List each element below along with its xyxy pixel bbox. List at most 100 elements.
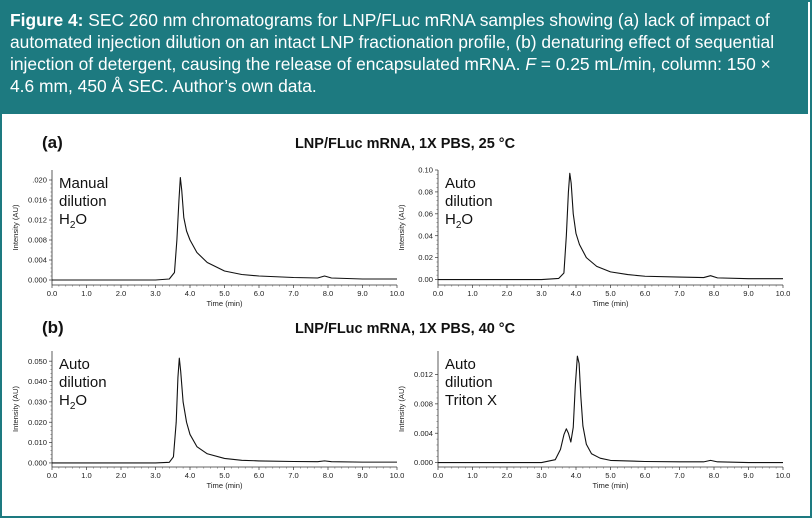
x-tick-label: 6.0 <box>640 289 651 298</box>
chart-panel-3: 0.0 1.0 2.0 3.0 4.0 5.0 6.0 7.0 8.0 9.0 10.0 0.000 0… <box>11 351 404 490</box>
caption-flow-symbol: F <box>525 54 536 74</box>
y-tick-label: 0.000 <box>28 276 47 285</box>
x-tick-label: 7.0 <box>288 471 299 480</box>
y-tick-label: 0.008 <box>28 236 47 245</box>
y-tick-label: .020 <box>32 176 47 185</box>
x-tick-label: 9.0 <box>357 471 368 480</box>
panel-annotation-line: Auto <box>445 356 476 373</box>
y-tick-label: 0.08 <box>418 188 433 197</box>
panel-annotation-line: Auto <box>59 356 90 373</box>
x-tick-label: 0.0 <box>47 471 58 480</box>
x-tick-label: 0.0 <box>433 289 444 298</box>
y-tick-label: 0.004 <box>414 429 433 438</box>
chromatogram-trace <box>438 355 783 464</box>
y-tick-label: 0.050 <box>28 357 47 366</box>
x-tick-label: 6.0 <box>254 289 265 298</box>
x-tick-label: 10.0 <box>776 471 791 480</box>
y-tick-label: 0.012 <box>28 216 47 225</box>
x-tick-label: 3.0 <box>150 471 161 480</box>
x-tick-label: 2.0 <box>116 471 127 480</box>
x-tick-label: 2.0 <box>502 289 513 298</box>
chart-panel-2: 0.0 1.0 2.0 3.0 4.0 5.0 6.0 7.0 8.0 9.0 10.0 0.00 0.… <box>397 166 790 308</box>
chart-panel-4: 0.0 1.0 2.0 3.0 4.0 5.0 6.0 7.0 8.0 9.0 10.0 0.000 0… <box>397 351 790 490</box>
x-tick-label: 8.0 <box>709 471 720 480</box>
row-b-label: (b) <box>42 318 64 337</box>
x-tick-label: 0.0 <box>433 471 444 480</box>
x-tick-label: 9.0 <box>743 471 754 480</box>
x-tick-label: 7.0 <box>288 289 299 298</box>
x-tick-label: 10.0 <box>776 289 791 298</box>
row-a-title: LNP/FLuc mRNA, 1X PBS, 25 °C <box>295 136 516 152</box>
y-tick-label: 0.000 <box>28 459 47 468</box>
y-axis-label: Intensity (AU) <box>397 204 406 250</box>
x-tick-label: 9.0 <box>357 289 368 298</box>
x-axis-label: Time (min) <box>593 299 629 308</box>
y-tick-label: 0.00 <box>418 275 433 284</box>
caption-text-a: SEC 260 nm chromatograms for LNP/FLuc mR… <box>10 10 775 74</box>
panel-annotation-line: dilution <box>445 374 493 391</box>
x-tick-label: 4.0 <box>185 471 196 480</box>
y-axis-label: Intensity (AU) <box>11 386 20 432</box>
x-tick-label: 5.0 <box>219 471 230 480</box>
chromatogram-trace <box>52 176 397 281</box>
x-tick-label: 3.0 <box>536 289 547 298</box>
y-tick-label: 0.012 <box>414 370 433 379</box>
caption-text-b: = 0.25 mL/min, column: 150 × 4.6 mm, 450… <box>10 54 771 96</box>
figure-label: Figure 4: <box>10 10 84 30</box>
row-b-title: LNP/FLuc mRNA, 1X PBS, 40 °C <box>295 321 516 337</box>
x-tick-label: 3.0 <box>150 289 161 298</box>
x-tick-label: 6.0 <box>254 471 265 480</box>
y-tick-label: 0.04 <box>418 231 433 240</box>
x-tick-label: 9.0 <box>743 289 754 298</box>
x-tick-label: 1.0 <box>81 289 92 298</box>
x-tick-label: 7.0 <box>674 289 685 298</box>
x-tick-label: 4.0 <box>185 289 196 298</box>
x-tick-label: 4.0 <box>571 471 582 480</box>
y-tick-label: 0.010 <box>28 438 47 447</box>
panel-annotation-line: H2O <box>59 392 87 412</box>
x-tick-label: 10.0 <box>390 471 405 480</box>
x-tick-label: 2.0 <box>502 471 513 480</box>
x-tick-label: 10.0 <box>390 289 405 298</box>
chromatogram-trace <box>52 357 397 464</box>
chromatogram-trace <box>438 172 783 281</box>
x-axis-label: Time (min) <box>207 481 243 490</box>
panel-annotation-line: dilution <box>445 193 493 210</box>
x-tick-label: 2.0 <box>116 289 127 298</box>
x-tick-label: 0.0 <box>47 289 58 298</box>
y-tick-label: 0.008 <box>414 399 433 408</box>
panel-annotation-line: dilution <box>59 193 107 210</box>
y-axis-label: Intensity (AU) <box>397 386 406 432</box>
y-tick-label: 0.06 <box>418 209 433 218</box>
chart-panel-1: 0.0 1.0 2.0 3.0 4.0 5.0 6.0 7.0 8.0 9.0 10.0 0.000 0… <box>11 170 404 308</box>
x-tick-label: 7.0 <box>674 471 685 480</box>
y-tick-label: 0.020 <box>28 418 47 427</box>
x-tick-label: 5.0 <box>219 289 230 298</box>
x-tick-label: 8.0 <box>709 289 720 298</box>
y-axis-label: Intensity (AU) <box>11 204 20 250</box>
x-tick-label: 1.0 <box>467 471 478 480</box>
panel-annotation-line: Manual <box>59 175 108 192</box>
panel-annotation-line: Triton X <box>445 392 497 409</box>
y-tick-label: 0.040 <box>28 377 47 386</box>
x-tick-label: 1.0 <box>81 471 92 480</box>
x-tick-label: 5.0 <box>605 471 616 480</box>
y-tick-label: 0.02 <box>418 253 433 262</box>
x-tick-label: 4.0 <box>571 289 582 298</box>
x-tick-label: 8.0 <box>323 471 334 480</box>
x-axis-label: Time (min) <box>207 299 243 308</box>
x-tick-label: 6.0 <box>640 471 651 480</box>
y-tick-label: 0.10 <box>418 166 433 175</box>
y-tick-label: 0.016 <box>28 196 47 205</box>
y-tick-label: 0.000 <box>414 458 433 467</box>
x-axis-label: Time (min) <box>593 481 629 490</box>
panel-annotation-line: dilution <box>59 374 107 391</box>
y-tick-label: 0.004 <box>28 256 47 265</box>
x-tick-label: 5.0 <box>605 289 616 298</box>
row-a-label: (a) <box>42 133 63 152</box>
y-tick-label: 0.030 <box>28 397 47 406</box>
x-tick-label: 8.0 <box>323 289 334 298</box>
x-tick-label: 3.0 <box>536 471 547 480</box>
figure-caption: Figure 4: SEC 260 nm chromatograms for L… <box>0 0 808 114</box>
